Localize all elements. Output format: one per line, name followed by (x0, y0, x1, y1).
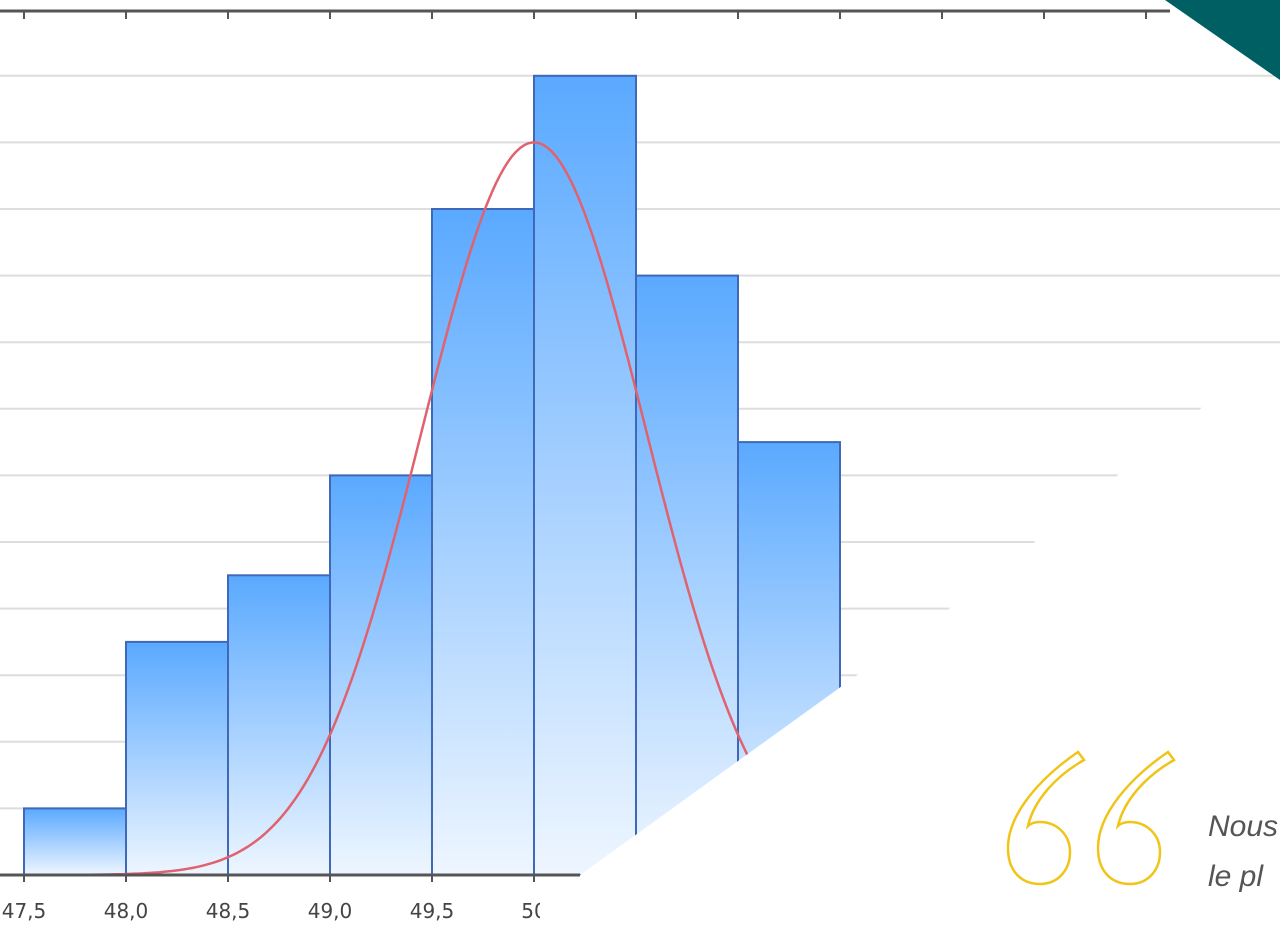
normal-fit-curve (0, 141, 881, 875)
quote-text-line-1: Nous (1208, 810, 1279, 843)
x-tick-label: 49,0 (308, 899, 353, 923)
histogram-bar (23, 807, 127, 875)
histogram-bar (227, 574, 331, 875)
histogram-bar (329, 474, 433, 875)
x-tick-label: 47,5 (2, 899, 47, 923)
x-tick-label: 48,5 (206, 899, 251, 923)
fit-curve-layer (0, 141, 881, 875)
histogram-bar (125, 640, 229, 875)
x-tick-label: 48,0 (104, 899, 149, 923)
quote-mark-icon (1006, 750, 1176, 886)
x-tick-label: 49,5 (410, 899, 455, 923)
diagonal-white-panel (555, 345, 1280, 929)
histogram-bar (635, 274, 739, 875)
x-tick-labels: 47,5 48,0 48,5 49,0 49,5 50 (2, 899, 546, 923)
histogram-bar (431, 208, 535, 875)
axes (0, 9, 1249, 882)
histogram-bar (533, 74, 637, 875)
quote-text-line-2: le pl (1208, 860, 1264, 893)
corner-accent-triangle (1165, 0, 1280, 80)
x-tick-label: 50 (521, 899, 546, 923)
